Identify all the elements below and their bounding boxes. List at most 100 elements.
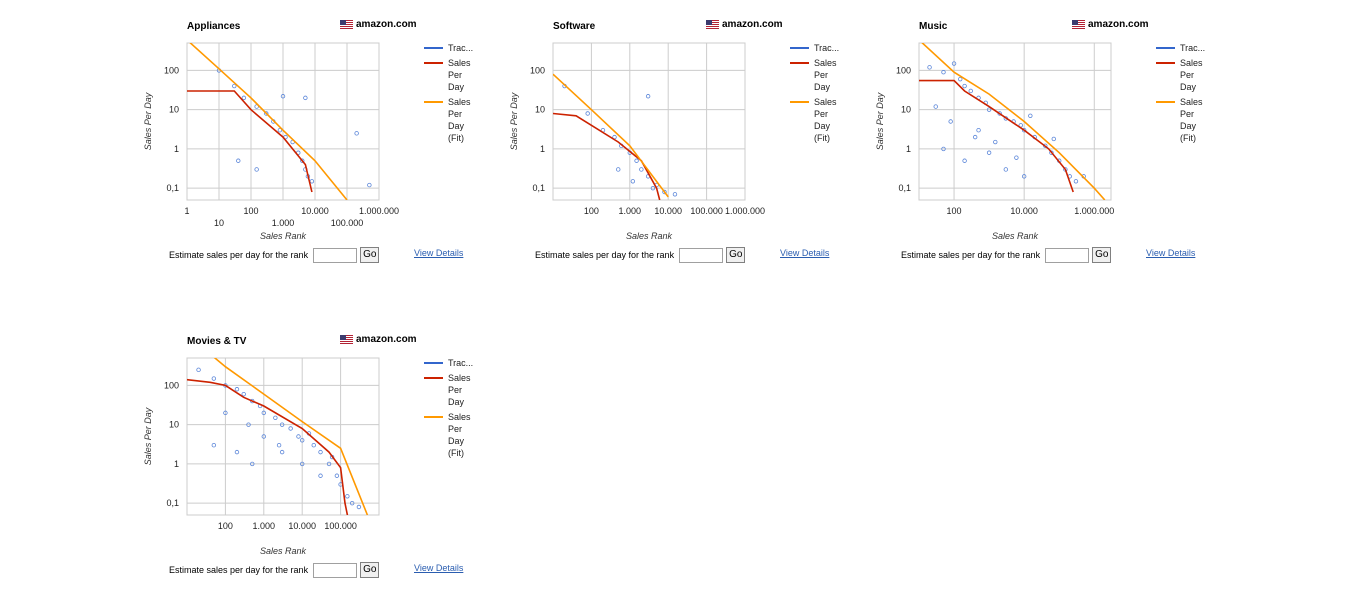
us-flag-icon: [706, 20, 719, 29]
data-point: [234, 387, 240, 392]
data-point: [277, 128, 283, 133]
rank-input[interactable]: [679, 247, 724, 263]
view-details-link[interactable]: View Details: [1146, 248, 1196, 258]
plot-marks: [187, 43, 372, 200]
data-point: [241, 95, 247, 101]
legend-label: Trac...: [448, 43, 473, 53]
view-details-link[interactable]: View Details: [780, 248, 830, 258]
data-point: [356, 504, 362, 510]
data-point: [948, 119, 953, 124]
x-tick-label: 1.000.000: [359, 206, 399, 216]
plot-area: [186, 357, 380, 516]
legend-label: Sales: [1180, 58, 1203, 68]
x-tick-label: 100.000: [324, 521, 357, 531]
view-details-link[interactable]: View Details: [414, 248, 464, 258]
data-point: [976, 128, 981, 133]
rank-input[interactable]: [1045, 247, 1090, 263]
sales-chart: 100 1.000 10.000 100.000 0,1 1 10 100 Sales Rank…: [143, 357, 473, 556]
x-tick-label: 100.000: [690, 206, 723, 216]
data-point: [630, 179, 636, 184]
data-point: [951, 61, 957, 66]
legend-label: Sales: [448, 97, 471, 107]
x-axis-label: Sales Rank: [260, 546, 307, 556]
x-tick-label: 1.000.000: [1074, 206, 1114, 216]
x-tick-label: 100: [584, 206, 599, 216]
data-point: [972, 134, 978, 140]
plot-area: [552, 42, 746, 201]
panel-title: Movies & TV: [187, 336, 247, 347]
estimate-form: Estimate sales per day for the rank Go: [535, 247, 746, 263]
data-point: [296, 434, 301, 439]
data-point: [250, 461, 255, 467]
data-point: [299, 461, 305, 467]
data-point: [616, 167, 621, 172]
us-flag-icon: [1072, 20, 1085, 29]
legend-label: Day: [814, 121, 831, 131]
data-point: [354, 131, 359, 136]
data-point: [288, 426, 293, 431]
data-point: [645, 94, 651, 99]
legend-label: Per: [448, 109, 462, 119]
rank-input[interactable]: [313, 562, 358, 578]
data-point: [280, 94, 286, 99]
panel-title: Software: [553, 21, 596, 32]
plot-marks: [553, 73, 678, 200]
estimate-label: Estimate sales per day for the rank: [169, 565, 309, 575]
data-point: [993, 139, 998, 145]
y-tick-label: 100: [164, 65, 179, 75]
data-point: [211, 376, 217, 381]
x-axis-label: Sales Rank: [626, 231, 673, 241]
data-point: [650, 185, 656, 191]
x-tick-label: 1.000: [253, 521, 276, 531]
y-tick-label: 10: [169, 420, 179, 430]
panel-title: Appliances: [187, 21, 241, 32]
us-flag-icon: [340, 335, 353, 344]
data-point: [1003, 167, 1009, 172]
y-tick-label: 100: [164, 380, 179, 390]
chart-panel-software: Software amazon.com 100 1.000 10.000 100.00…: [509, 8, 898, 283]
data-point: [1028, 113, 1033, 118]
go-button[interactable]: Go: [726, 247, 746, 263]
y-tick-label: 10: [169, 105, 179, 115]
legend-label: Per: [814, 109, 828, 119]
view-details-link[interactable]: View Details: [414, 563, 464, 573]
store-name: amazon.com: [356, 19, 417, 30]
legend-label: Day: [448, 397, 465, 407]
sales-per-day-fit-line: [921, 43, 1106, 200]
go-button[interactable]: Go: [360, 247, 380, 263]
go-button[interactable]: Go: [1092, 247, 1112, 263]
legend-label: (Fit): [814, 133, 830, 143]
estimate-label: Estimate sales per day for the rank: [535, 250, 675, 260]
chart-panel-music: Music amazon.com 100 10.000 1.000.000 0,1 1 1…: [875, 8, 1264, 283]
rank-input[interactable]: [313, 247, 358, 263]
store-name: amazon.com: [356, 334, 417, 345]
data-point: [345, 494, 350, 499]
y-tick-label: 1: [906, 144, 911, 154]
x-tick-label: 1.000.000: [725, 206, 765, 216]
legend-label: Day: [1180, 121, 1197, 131]
data-point: [1014, 155, 1019, 160]
legend-label: Per: [448, 424, 462, 434]
data-point: [941, 70, 946, 75]
legend-label: (Fit): [448, 448, 464, 458]
sales-chart: 100 10.000 1.000.000 0,1 1 10 100 Sales Rank Sal…: [875, 42, 1205, 241]
data-point: [585, 111, 590, 116]
legend-label: Day: [448, 82, 465, 92]
x-tick-label: 100.000: [331, 218, 364, 228]
estimate-form: Estimate sales per day for the rank Go: [901, 247, 1112, 263]
data-point: [958, 76, 963, 82]
go-button[interactable]: Go: [360, 562, 380, 578]
x-tick-label: 1.000: [619, 206, 642, 216]
sales-per-day-fit-line: [189, 43, 348, 200]
y-tick-label: 0,1: [166, 183, 179, 193]
legend-label: Per: [1180, 109, 1194, 119]
y-tick-label: 10: [901, 105, 911, 115]
x-axis-label: Sales Rank: [260, 231, 307, 241]
x-tick-label: 1: [184, 206, 189, 216]
legend-label: Sales: [814, 97, 837, 107]
data-point: [634, 158, 639, 163]
data-point: [311, 443, 316, 448]
x-axis-label: Sales Rank: [992, 231, 1039, 241]
data-point: [639, 167, 644, 172]
data-point: [318, 473, 323, 478]
